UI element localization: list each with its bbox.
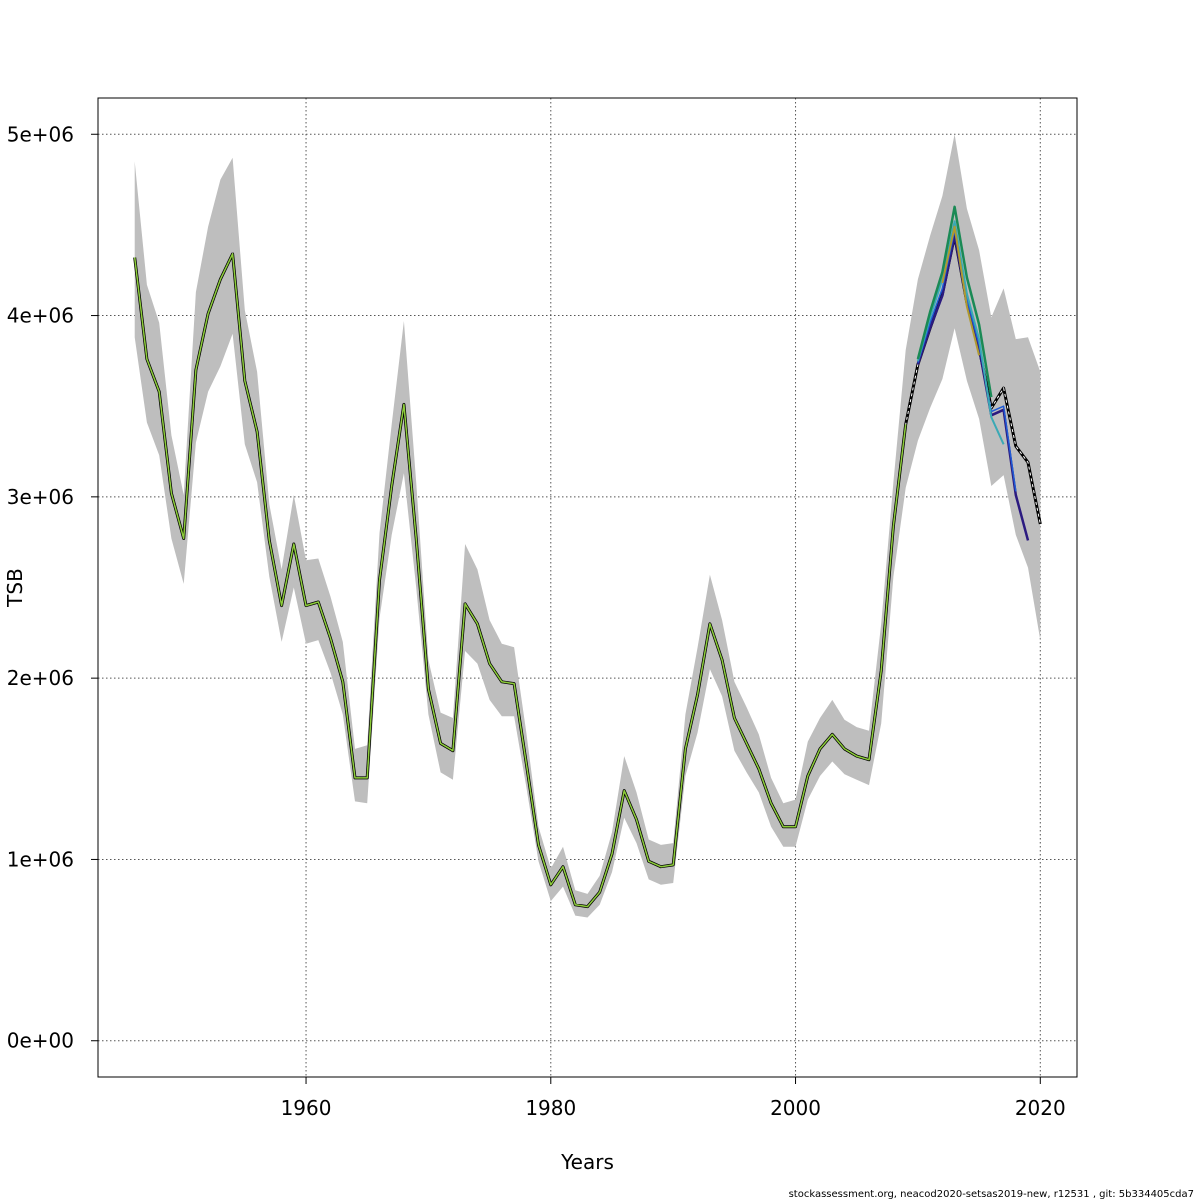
x-axis-title: Years — [560, 1150, 614, 1174]
y-tick-label: 1e+06 — [7, 847, 74, 871]
series-line — [916, 220, 1005, 445]
plot-frame — [97, 97, 1078, 1078]
series-line — [917, 229, 1017, 492]
x-tick-label: 1960 — [281, 1096, 332, 1120]
y-tick-label: 2e+06 — [7, 666, 74, 690]
series-line — [916, 205, 993, 398]
series-lines — [133, 205, 1042, 909]
x-tick-label: 2020 — [1015, 1096, 1066, 1120]
series-line — [941, 225, 981, 356]
series-line — [133, 253, 907, 908]
axes: 1960 1980 2000 2020 0e+00 1e+06 2e+06 3e+06 4e+0… — [7, 122, 1066, 1120]
y-tick-label: 5e+06 — [7, 122, 74, 146]
confidence-band-area — [134, 134, 1041, 918]
confidence-band — [134, 134, 1041, 918]
x-tick-label: 1980 — [525, 1096, 576, 1120]
y-tick-label: 0e+00 — [7, 1029, 74, 1053]
y-tick-label: 4e+06 — [7, 304, 74, 328]
y-tick-label: 3e+06 — [7, 485, 74, 509]
x-tick-label: 2000 — [770, 1096, 821, 1120]
footer-note: stockassessment.org, neacod2020-setsas20… — [789, 1189, 1194, 1200]
y-axis-title: TSB — [3, 568, 27, 608]
